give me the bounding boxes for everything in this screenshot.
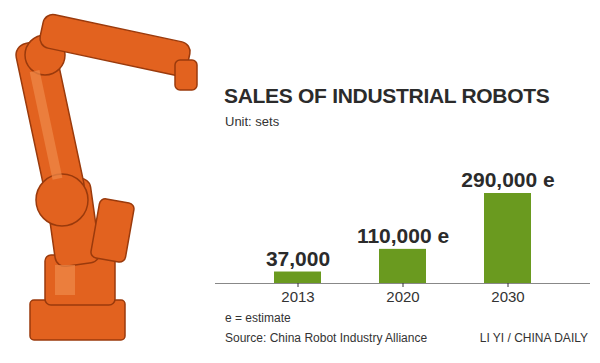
svg-text:110,000 e: 110,000 e bbox=[357, 224, 449, 247]
svg-text:37,000: 37,000 bbox=[266, 247, 330, 270]
html-text:e = estimate: e = estimate bbox=[225, 311, 291, 325]
html-text:SALES OF INDUSTRIAL ROBOTS: SALES OF INDUSTRIAL ROBOTS bbox=[224, 84, 550, 107]
svg-text:290,000 e: 290,000 e bbox=[461, 168, 554, 191]
html-text:Source: China Robot Industry A: Source: China Robot Industry Alliance bbox=[225, 331, 428, 345]
svg-text:2013: 2013 bbox=[281, 288, 314, 305]
html-text:Unit: sets: Unit: sets bbox=[225, 114, 280, 129]
svg-text:2020: 2020 bbox=[386, 288, 419, 305]
svg-text:2030: 2030 bbox=[491, 288, 524, 305]
html-text:LI YI / CHINA DAILY: LI YI / CHINA DAILY bbox=[479, 331, 588, 345]
